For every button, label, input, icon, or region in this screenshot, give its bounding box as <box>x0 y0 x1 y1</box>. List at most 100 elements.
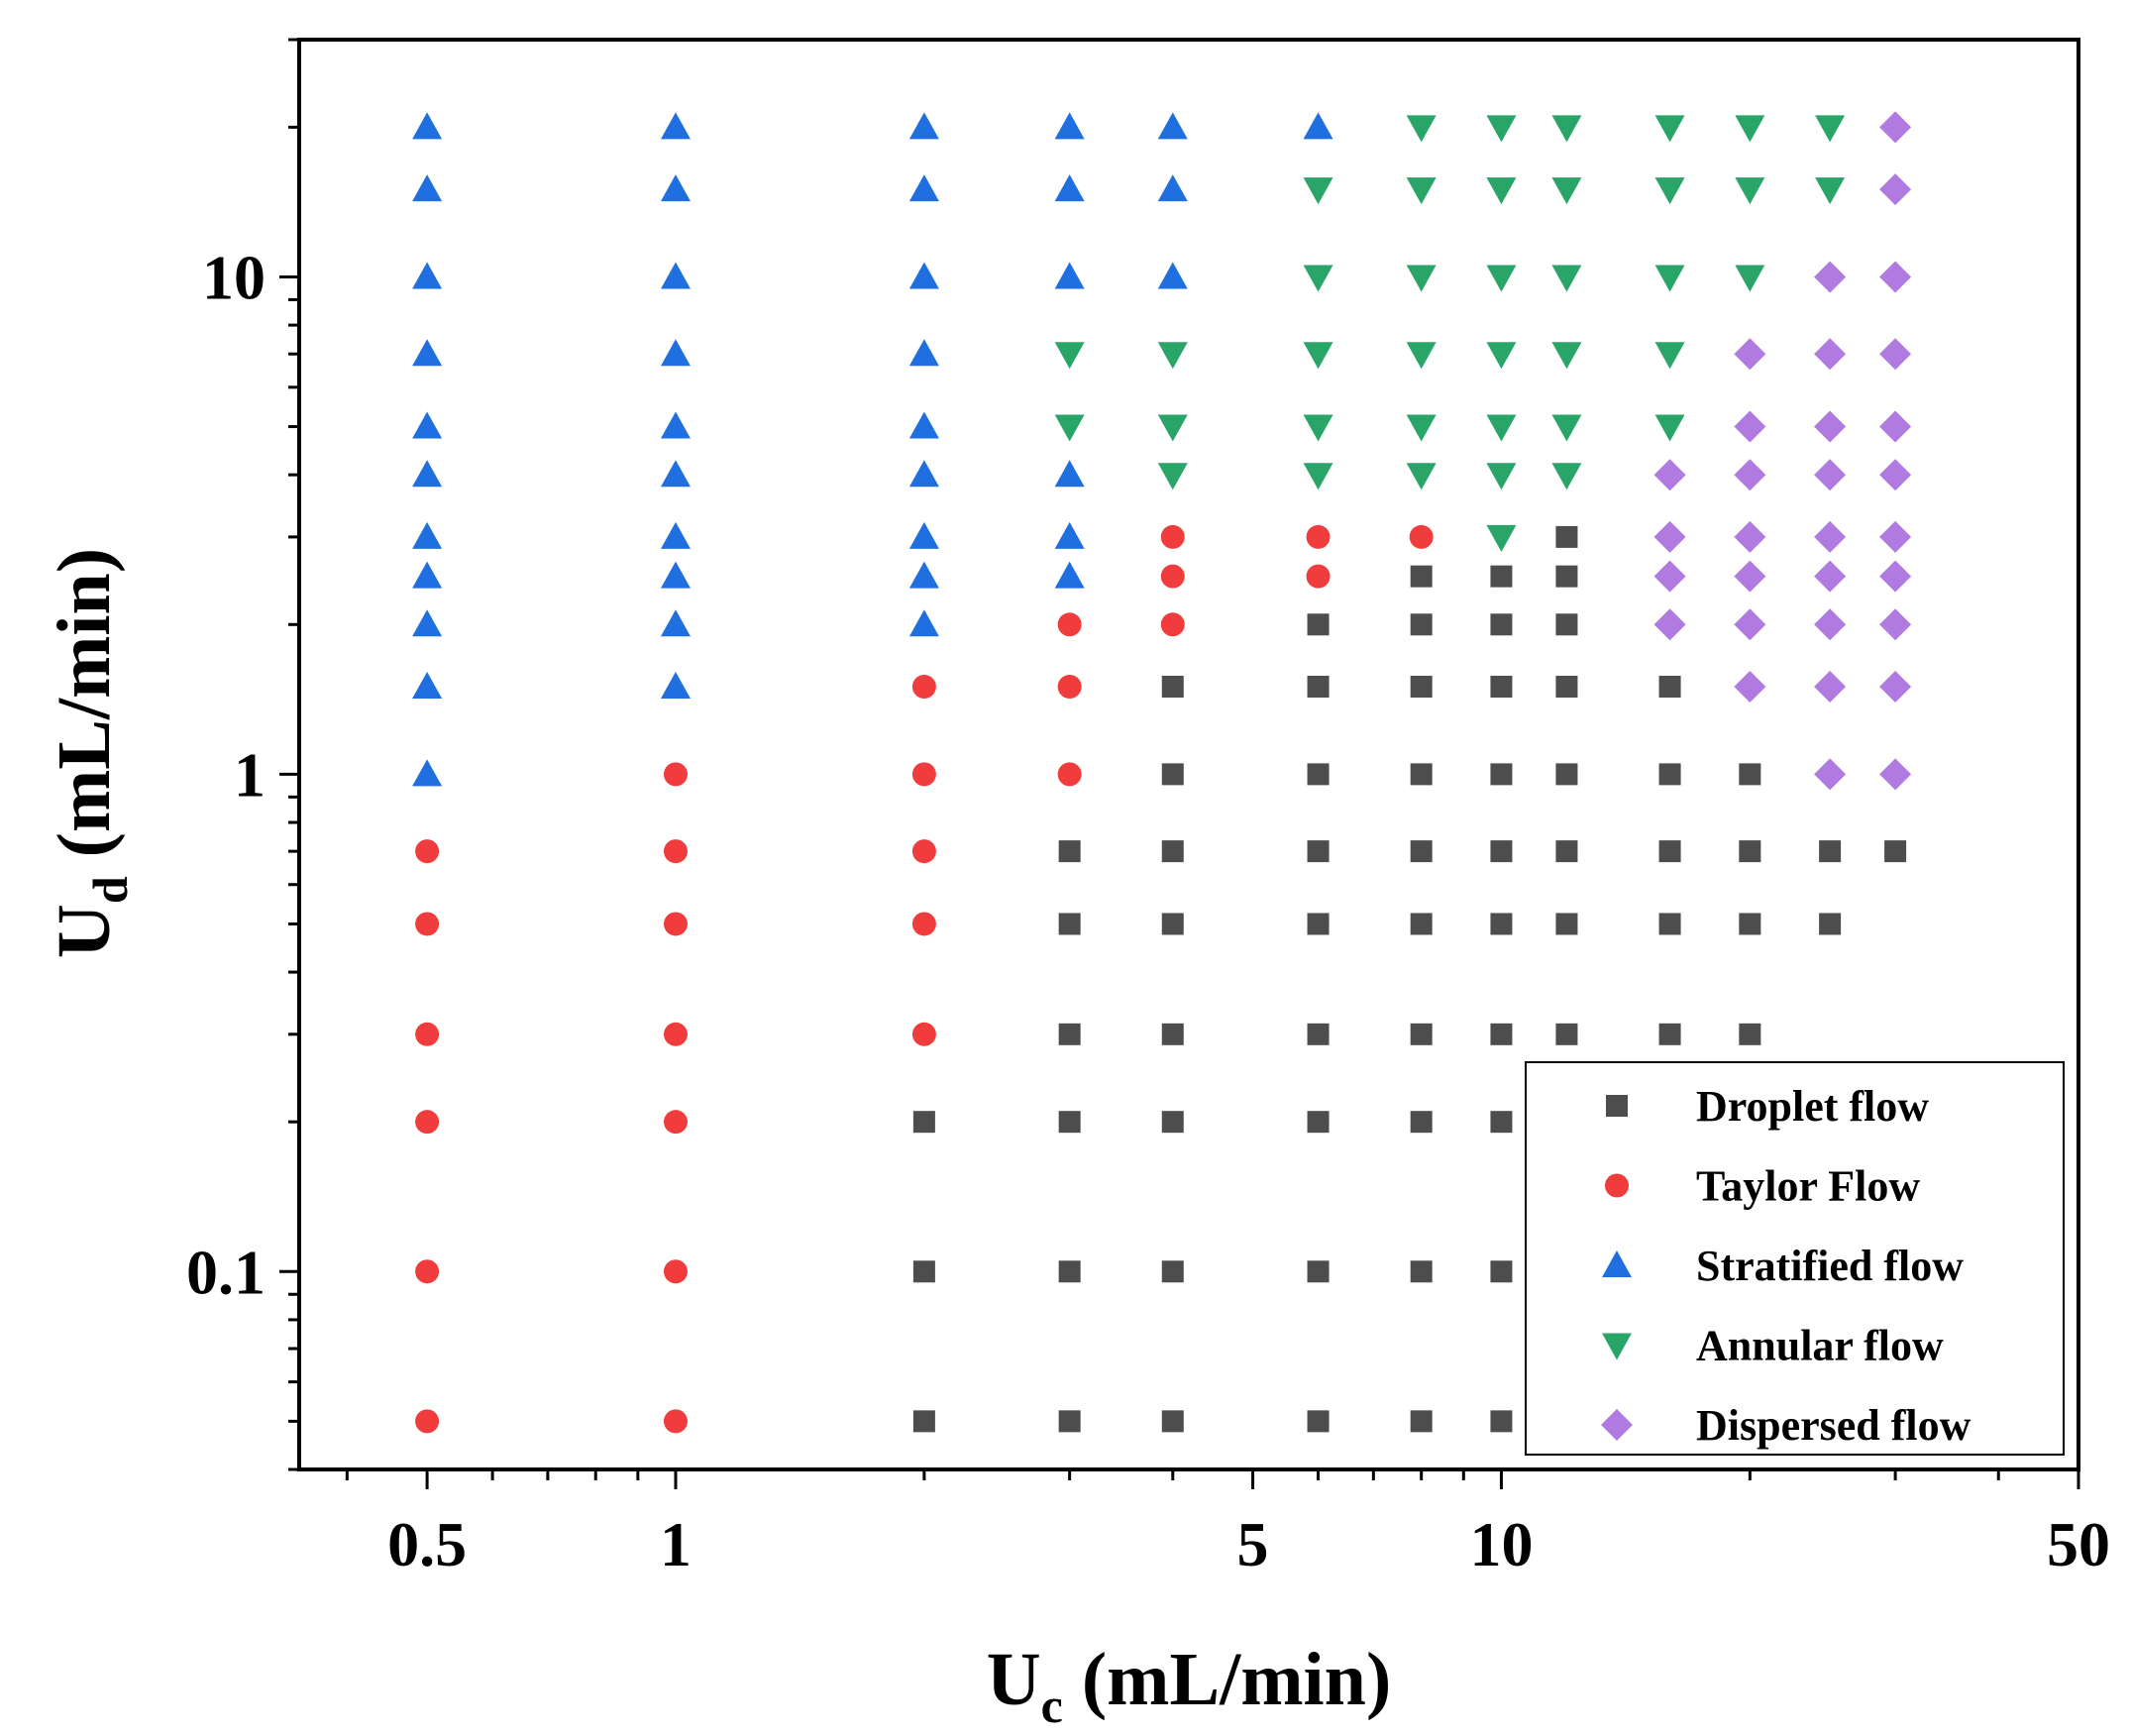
data-point <box>1551 342 1582 370</box>
data-point <box>1486 342 1517 370</box>
x-tick-label: 10 <box>1469 1509 1533 1579</box>
data-point <box>1406 463 1437 490</box>
data-point <box>908 609 939 637</box>
series-annular-flow <box>1054 115 1846 552</box>
data-point <box>1654 342 1685 370</box>
data-point <box>1654 115 1685 143</box>
data-point <box>1734 410 1766 443</box>
series-taylor-flow <box>415 524 1434 1434</box>
data-point <box>908 262 939 289</box>
data-point <box>663 839 688 864</box>
legend-label: Stratified flow <box>1696 1242 1964 1290</box>
data-point <box>1054 112 1085 140</box>
data-point <box>1054 342 1085 370</box>
data-point <box>1058 913 1081 935</box>
data-point <box>1735 115 1765 143</box>
data-point <box>908 411 939 439</box>
data-point <box>660 339 691 367</box>
data-point <box>1410 1023 1433 1045</box>
data-point <box>1814 670 1847 703</box>
y-tick-labels: 0.1 1 10 <box>186 242 266 1307</box>
legend-label: Annular flow <box>1696 1322 1944 1370</box>
series-droplet-flow <box>912 525 1907 1433</box>
data-point <box>1490 763 1513 786</box>
x-axis-title-sub: c <box>1041 1678 1063 1733</box>
data-point <box>1814 459 1847 491</box>
data-point <box>1406 115 1437 143</box>
data-point <box>1653 608 1686 641</box>
data-point <box>1551 177 1582 205</box>
data-point <box>1879 111 1912 144</box>
data-point <box>908 460 939 488</box>
data-point <box>1303 463 1333 490</box>
data-point <box>1157 174 1188 202</box>
data-point <box>1410 840 1433 863</box>
y-tick-label: 10 <box>202 242 266 312</box>
x-axis-title: Uc (mL/min) <box>987 1638 1392 1733</box>
data-point <box>1739 763 1761 786</box>
data-point <box>1307 913 1330 935</box>
y-tick-label: 1 <box>234 739 266 810</box>
y-axis-title: Ud (mL/min) <box>43 548 138 958</box>
data-point <box>1879 261 1912 293</box>
data-point <box>1814 261 1847 293</box>
data-point <box>1555 525 1578 548</box>
data-point <box>1054 414 1085 442</box>
data-point <box>1406 342 1437 370</box>
data-point <box>1879 758 1912 791</box>
data-point <box>911 1022 936 1046</box>
data-point <box>1654 414 1685 442</box>
data-point <box>1486 524 1517 552</box>
data-point <box>1555 675 1578 698</box>
data-point <box>663 1259 688 1284</box>
data-point <box>1486 115 1517 143</box>
data-point <box>1819 840 1842 863</box>
series-dispersed-flow <box>1653 111 1912 791</box>
data-point <box>1057 674 1082 699</box>
data-point <box>1157 414 1188 442</box>
data-point <box>1734 608 1766 641</box>
data-point <box>1654 265 1685 292</box>
data-point <box>412 460 443 488</box>
data-point <box>1058 1111 1081 1134</box>
data-point <box>1879 410 1912 443</box>
data-point <box>663 1022 688 1046</box>
data-point <box>1410 763 1433 786</box>
data-point <box>1739 840 1761 863</box>
data-point <box>1734 670 1766 703</box>
data-point <box>1734 338 1766 371</box>
data-point <box>1884 840 1907 863</box>
data-point <box>1658 763 1681 786</box>
data-point <box>412 609 443 637</box>
x-tick-label: 5 <box>1237 1509 1269 1579</box>
data-point <box>660 561 691 589</box>
data-point <box>1307 763 1330 786</box>
legend-label: Dispersed flow <box>1696 1401 1971 1450</box>
data-point <box>660 112 691 140</box>
data-point <box>911 762 936 787</box>
data-point <box>1814 608 1847 641</box>
data-point <box>1057 762 1082 787</box>
data-point <box>1160 524 1185 549</box>
data-point <box>1658 675 1681 698</box>
data-point <box>908 112 939 140</box>
data-point <box>1815 177 1846 205</box>
data-point <box>663 912 688 936</box>
data-point <box>912 1410 935 1433</box>
data-point <box>1814 520 1847 553</box>
data-point <box>1653 459 1686 491</box>
y-axis-title-unit: (mL/min) <box>43 548 126 876</box>
data-point <box>1879 520 1912 553</box>
data-point <box>1161 1260 1184 1283</box>
data-point <box>1490 913 1513 935</box>
legend-label: Taylor Flow <box>1696 1162 1920 1211</box>
data-point <box>911 839 936 864</box>
data-point <box>412 112 443 140</box>
data-point <box>1879 670 1912 703</box>
data-point <box>1734 520 1766 553</box>
x-tick-label: 50 <box>2047 1509 2110 1579</box>
data-point <box>1157 112 1188 140</box>
major-ticks <box>279 274 2080 1489</box>
data-point <box>1307 1260 1330 1283</box>
